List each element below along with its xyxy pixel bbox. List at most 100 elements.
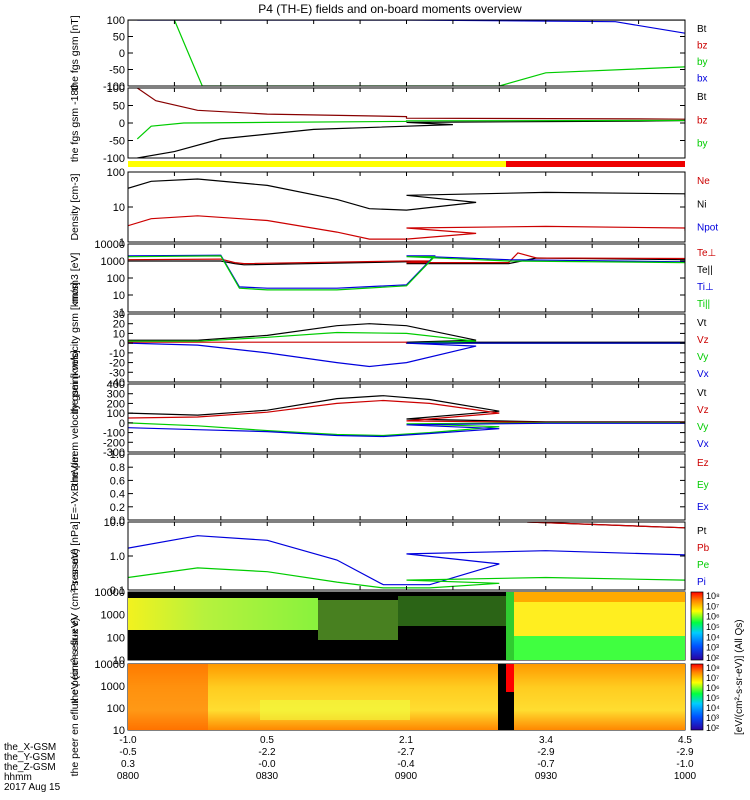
- series-line-bx: [137, 20, 685, 34]
- colorbar-tick: 10³: [706, 643, 719, 653]
- legend-label: Vx: [697, 369, 709, 380]
- y-value: -2.9: [537, 747, 555, 758]
- figure-title: P4 (TH-E) fields and on-board moments ov…: [258, 2, 522, 16]
- panel-7: 1.00.80.6 0.40.20.0 E=-VxB mV/m Ez Ey Ex: [69, 449, 709, 527]
- series-line-Vy: [128, 422, 685, 437]
- y-tick-label: 0.0: [110, 515, 125, 527]
- y-tick-label: 10.0: [104, 517, 125, 529]
- y-tick-label: 30: [113, 309, 125, 321]
- legend-label: Ey: [697, 480, 709, 491]
- colorbar-label: [eV/(cm²-s-sr-eV)] (All Qs): [734, 619, 745, 735]
- y-tick-label: 100: [107, 703, 125, 715]
- y-tick-label: 1000: [101, 256, 125, 268]
- y-tick-label: 50: [113, 32, 125, 44]
- y-tick-label: 10: [113, 328, 125, 340]
- y-tick-label: 0: [119, 48, 125, 60]
- series-line-Vx: [128, 422, 685, 438]
- panel-1: 100 50 0 -50 -100 the fgs gsm [nT] Bt bz by bx: [69, 15, 708, 93]
- y-tick-label: 0: [119, 338, 125, 350]
- y-tick-label: 0: [119, 118, 125, 130]
- y-tick-label: 100: [107, 632, 125, 644]
- footer-row-label: the_X-GSM: [4, 742, 56, 753]
- legend-label: Pi: [697, 577, 706, 588]
- y-tick-label: -30: [109, 367, 125, 379]
- y-tick-label: -40: [109, 377, 125, 389]
- legend-label: Vy: [697, 352, 708, 363]
- legend-label: Npot: [697, 223, 718, 234]
- footer-row-label: the_Z-GSM: [4, 762, 56, 773]
- y-tick-label: -100: [103, 81, 125, 93]
- series-line-Vt: [128, 323, 685, 343]
- x-value: -1.0: [119, 735, 137, 746]
- series-line-by: [173, 20, 685, 86]
- y-tick-label: 50: [113, 101, 125, 113]
- panel-frame: [127, 453, 686, 521]
- panel-4: 10000 1000 100 10 1 mom3 [eV] Te⊥ Te|| Ti⊥ Ti||: [69, 239, 716, 319]
- panel-frame: [127, 171, 686, 243]
- legend-label: Ez: [697, 458, 709, 469]
- legend-label: bx: [697, 74, 708, 85]
- y-tick-label: 100: [107, 15, 125, 27]
- y-tick-label: 10: [113, 290, 125, 302]
- colorbar-tick: 10⁶: [706, 683, 720, 693]
- legend-label: Bt: [697, 24, 707, 35]
- y-tick-label: 1000: [101, 610, 125, 622]
- y-value: -2.7: [397, 747, 415, 758]
- y-tick-label: -100: [103, 153, 125, 165]
- legend-label: Ni: [697, 199, 706, 210]
- x-value: 2.1: [399, 735, 413, 746]
- y-tick-label: 10000: [94, 659, 125, 671]
- series-line-Bt: [137, 119, 685, 158]
- y-tick-label: 100: [107, 408, 125, 420]
- series-line-Ne: [128, 215, 685, 240]
- y-tick-label: 100: [107, 273, 125, 285]
- y-value: -2.2: [258, 747, 276, 758]
- peer-spectrogram: [128, 664, 685, 730]
- y-value: -0.5: [119, 747, 137, 758]
- series-line-Ti||: [128, 255, 685, 291]
- y-tick-label: 1: [119, 307, 125, 319]
- y-tick-label: 1: [119, 237, 125, 249]
- time-label: 0830: [256, 771, 279, 782]
- y-axis-label: the peim velocity gsm [km/s]: [69, 282, 81, 414]
- y-tick-label: 0.2: [110, 502, 125, 514]
- z-value: -0.7: [537, 759, 555, 770]
- y-axis-label: the peer en eflux eV (cm²-s-sr-eV): [69, 618, 81, 777]
- y-tick-label: -100: [103, 428, 125, 440]
- y-value: -2.9: [676, 747, 694, 758]
- x-value: 3.4: [539, 735, 553, 746]
- time-label: 1000: [674, 771, 697, 782]
- legend-label: Ne: [697, 176, 710, 187]
- y-tick-label: -20: [109, 358, 125, 370]
- colorbar-tick: 10⁴: [706, 632, 720, 642]
- panel-frame: [127, 313, 686, 383]
- series-line-Pi: [128, 535, 685, 586]
- y-tick-label: 20: [113, 319, 125, 331]
- series-line-Pb: [527, 522, 685, 529]
- series-line-Ni: [128, 178, 685, 211]
- panel-2: 100 50 0 -50 -100 the fgs gsm -180 Bt bz by: [69, 83, 708, 165]
- y-axis-label: Pressure [nPa]: [69, 521, 81, 591]
- colorbar-tick: 10³: [706, 713, 719, 723]
- y-tick-label: 0: [119, 418, 125, 430]
- z-value: -1.0: [676, 759, 694, 770]
- y-axis-label: the fgs gsm [nT]: [69, 15, 81, 90]
- legend-label: Ex: [697, 502, 709, 513]
- y-tick-label: 1.0: [110, 551, 125, 563]
- y-axis-label: E=-VxB mV/m: [69, 454, 81, 520]
- legend-label: bz: [697, 41, 708, 52]
- y-tick-label: 10: [113, 655, 125, 667]
- peir-spectrogram: [128, 592, 685, 660]
- colorbar-tick: 10⁶: [706, 612, 720, 622]
- z-value: -0.0: [258, 759, 276, 770]
- legend-label: Te||: [697, 265, 713, 276]
- legend-label: by: [697, 139, 708, 150]
- y-tick-label: 0.1: [110, 585, 125, 597]
- z-value: 0.3: [121, 759, 135, 770]
- x-value: 4.5: [678, 735, 692, 746]
- x-value: 0.5: [260, 735, 274, 746]
- y-tick-label: 10000: [94, 239, 125, 251]
